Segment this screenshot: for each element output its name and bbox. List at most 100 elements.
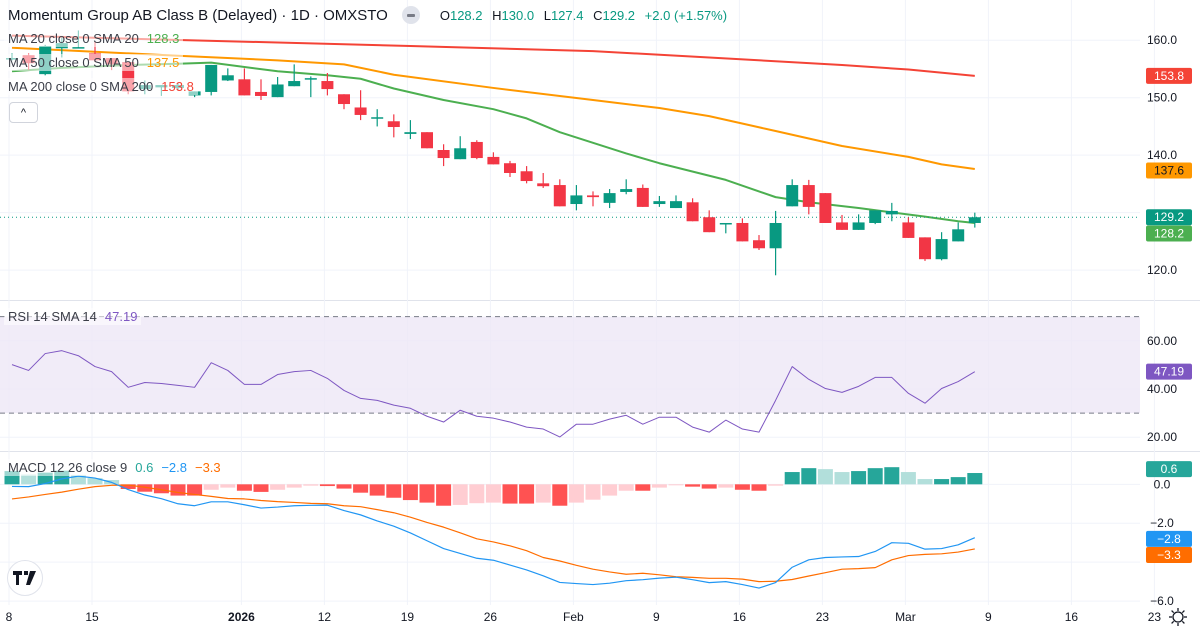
macd-histogram-bar (834, 472, 850, 485)
candle-body (387, 121, 400, 128)
candle[interactable] (670, 195, 682, 209)
candle[interactable] (537, 172, 550, 188)
candle[interactable] (653, 195, 666, 207)
candles[interactable] (6, 30, 981, 276)
candle[interactable] (221, 68, 234, 82)
candle-body (852, 222, 865, 230)
candle[interactable] (769, 210, 782, 276)
candle[interactable] (454, 136, 467, 160)
candle-body (802, 185, 815, 207)
symbol-title[interactable]: Momentum Group AB Class B (Delayed) · 1D… (8, 6, 388, 24)
legend-label: MA 200 close 0 SMA 200 (8, 79, 154, 94)
low-label: L (543, 7, 551, 23)
candle[interactable] (736, 218, 749, 242)
candle[interactable] (437, 144, 450, 167)
candle[interactable] (786, 179, 799, 207)
macd-histogram-bar (270, 484, 286, 490)
macd-histogram-bar (851, 471, 867, 485)
candle[interactable] (968, 212, 981, 228)
candle[interactable] (603, 189, 616, 209)
macd-histogram-bar (220, 484, 236, 488)
candle[interactable] (487, 152, 500, 165)
time-axis-label: 2026 (228, 610, 255, 624)
candle[interactable] (338, 94, 350, 110)
tradingview-logo[interactable] (7, 560, 43, 596)
legend-macd[interactable]: MACD 12 26 close 9 0.6 −2.8 −3.3 (4, 459, 225, 476)
candle[interactable] (836, 214, 848, 230)
candle[interactable] (504, 160, 516, 178)
candle[interactable] (570, 185, 583, 211)
badge-label: 47.19 (1154, 365, 1184, 379)
candle-body (255, 91, 267, 96)
candle[interactable] (620, 179, 633, 195)
candle[interactable] (935, 232, 948, 261)
candle-body (653, 201, 666, 205)
price-badge: 153.8 (1146, 67, 1192, 84)
macd-histogram-bar (701, 484, 717, 489)
macd-line (11, 475, 976, 589)
legend-ma50[interactable]: MA 50 close 0 SMA 50 137.5 (4, 54, 184, 71)
macd-histogram-bar (768, 484, 784, 486)
settings-button[interactable] (1168, 607, 1188, 627)
candle-body (221, 75, 234, 81)
candle[interactable] (304, 76, 317, 98)
candle[interactable] (255, 79, 267, 100)
candle-body (304, 78, 317, 80)
time-axis-label: 16 (733, 610, 747, 624)
candle[interactable] (205, 64, 218, 96)
candle[interactable] (288, 64, 301, 87)
candle[interactable] (387, 114, 400, 138)
close-label: C (593, 7, 603, 23)
candle-body (603, 193, 616, 203)
candle[interactable] (321, 72, 334, 96)
macd-histogram-bar (153, 484, 169, 494)
price-axis-label: 140.0 (1147, 148, 1177, 162)
candle[interactable] (470, 140, 483, 160)
price-axis-label: 160.0 (1147, 33, 1177, 47)
candle[interactable] (802, 179, 815, 215)
collapse-legend-button[interactable]: ^ (9, 102, 38, 123)
high-value: 130.0 (501, 7, 535, 23)
candle[interactable] (919, 237, 931, 261)
legend-rsi[interactable]: RSI 14 SMA 14 47.19 (4, 308, 142, 325)
candle[interactable] (354, 90, 367, 121)
legend-ma20[interactable]: MA 20 close 0 SMA 20 128.3 (4, 30, 184, 47)
candle[interactable] (421, 132, 433, 149)
candle[interactable] (902, 217, 915, 238)
price-axis-label: −2.0 (1150, 516, 1174, 530)
market-closed-icon[interactable] (401, 6, 420, 24)
candle-body (902, 222, 915, 238)
candle[interactable] (520, 166, 533, 184)
price-axis-label: 0.0 (1154, 477, 1171, 491)
candle[interactable] (404, 120, 417, 140)
candle[interactable] (753, 235, 765, 250)
candle[interactable] (553, 179, 566, 207)
candle[interactable] (636, 184, 649, 207)
candle[interactable] (271, 77, 284, 98)
candle[interactable] (869, 210, 882, 225)
candle[interactable] (238, 68, 251, 96)
price-badge: 0.6 (1146, 461, 1192, 478)
candle-body (786, 185, 799, 207)
macd-histogram-bar (402, 484, 418, 501)
candle[interactable] (587, 191, 599, 207)
legend-ma200[interactable]: MA 200 close 0 SMA 200 153.8 (4, 78, 198, 95)
time-axis-label: 19 (401, 610, 415, 624)
price-badge: 129.2 (1146, 209, 1192, 226)
legend-value: 128.3 (146, 31, 180, 46)
candle[interactable] (819, 193, 832, 223)
candle[interactable] (952, 222, 965, 242)
candle[interactable] (885, 202, 898, 222)
badge-bg (1146, 461, 1192, 478)
candle[interactable] (719, 222, 732, 234)
candle[interactable] (703, 210, 716, 233)
candle[interactable] (371, 109, 384, 127)
candle-body (338, 94, 350, 105)
macd-histogram-bar (369, 484, 385, 496)
time-axis-label: Feb (563, 610, 584, 624)
candle[interactable] (852, 214, 865, 230)
macd-histogram-bar (668, 484, 684, 486)
candle[interactable] (686, 198, 699, 222)
price-axis-label: 40.00 (1147, 382, 1177, 396)
